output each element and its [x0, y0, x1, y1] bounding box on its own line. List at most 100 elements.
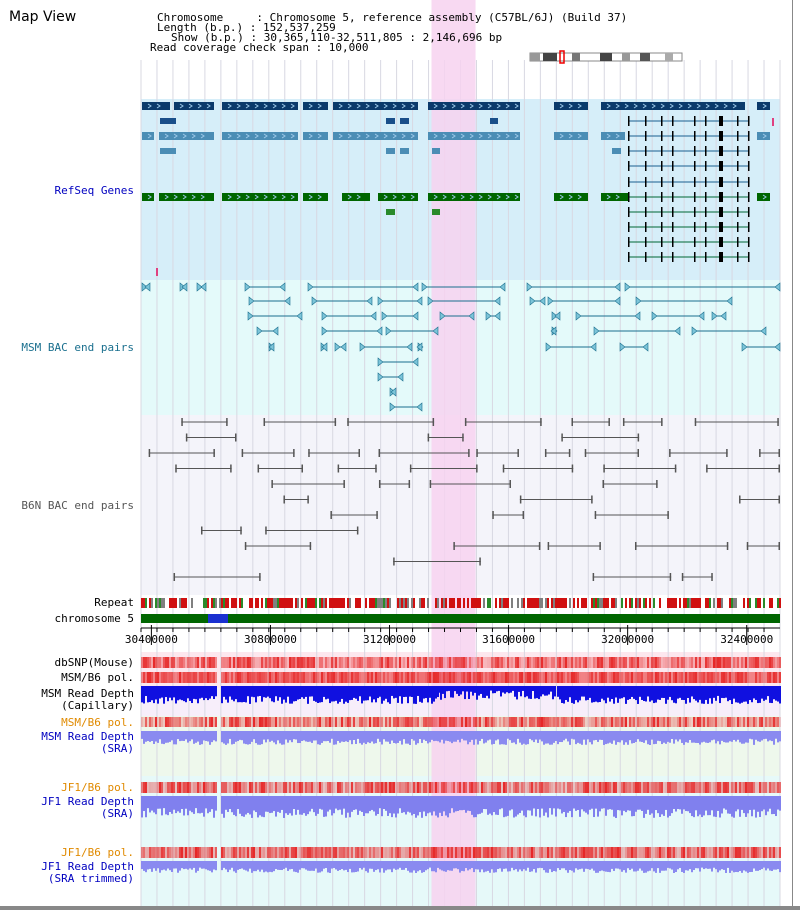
bac-end-marker — [554, 311, 561, 321]
axis-tick-label: 32400000 — [720, 633, 773, 646]
depth-bar — [323, 731, 325, 742]
gene-strand-arrow — [615, 133, 620, 139]
depth-bar — [337, 731, 339, 741]
depth-bar — [675, 861, 677, 872]
depth-bar — [559, 861, 561, 870]
track-label-refseq-genes[interactable]: RefSeq Genes — [55, 184, 134, 197]
gene-strand-arrow — [514, 103, 519, 109]
track-label-dbsnp[interactable]: dbSNP(Mouse) — [55, 656, 134, 669]
heat-cell — [511, 782, 513, 793]
transcript-exon — [672, 192, 674, 202]
heat-cell — [271, 847, 273, 858]
depth-bar — [335, 686, 337, 701]
depth-bar — [247, 731, 249, 745]
heat-cell — [729, 657, 731, 668]
b6n-end-marker — [778, 495, 780, 504]
depth-bar — [605, 686, 607, 704]
heat-cell — [451, 847, 453, 858]
heat-cell — [459, 672, 461, 683]
depth-bar — [463, 796, 465, 810]
depth-bar — [401, 731, 403, 745]
depth-bar — [161, 861, 163, 871]
heat-cell — [151, 717, 153, 727]
b6n-end-marker — [509, 480, 511, 488]
track-label-jf1-depth-sra[interactable]: JF1 Read Depth (SRA) — [41, 796, 134, 820]
heat-cell — [443, 672, 445, 683]
heat-cell — [381, 672, 383, 683]
depth-bar — [179, 686, 181, 700]
depth-bar — [453, 731, 455, 742]
track-label-jf1-b6-pol[interactable]: JF1/B6 pol. — [61, 781, 134, 794]
depth-bar — [273, 796, 275, 812]
depth-bar — [203, 686, 205, 701]
depth-bar — [757, 796, 759, 812]
track-label-jf1-b6-pol-2[interactable]: JF1/B6 pol. — [61, 846, 134, 859]
heat-cell — [439, 657, 441, 668]
heat-cell — [677, 657, 679, 668]
depth-bar — [667, 796, 669, 818]
track-label-msm-depth-sra[interactable]: MSM Read Depth (SRA) — [41, 731, 134, 755]
depth-bar — [554, 686, 556, 697]
depth-bar — [341, 861, 343, 870]
heat-cell — [375, 782, 377, 793]
heat-cell — [639, 657, 641, 668]
depth-bar — [147, 861, 149, 870]
track-label-msm-depth-capillary[interactable]: MSM Read Depth (Capillary) — [41, 688, 134, 712]
heat-cell — [537, 847, 539, 858]
heat-cell — [453, 847, 455, 858]
depth-bar — [213, 731, 215, 741]
depth-bar — [691, 686, 693, 697]
depth-bar — [739, 796, 741, 817]
depth-bar — [739, 731, 741, 743]
heat-cell — [277, 717, 279, 727]
heat-cell — [393, 782, 395, 793]
gene-strand-arrow — [392, 103, 397, 109]
heat-cell — [563, 672, 565, 683]
heat-cell — [163, 847, 165, 858]
depth-bar — [773, 686, 775, 700]
repeat-element — [695, 598, 697, 608]
bac-end-marker — [385, 326, 392, 336]
heat-cell — [531, 717, 533, 727]
heat-cell — [195, 847, 197, 858]
depth-bar — [645, 731, 647, 741]
heat-cell — [383, 782, 385, 793]
heat-cell — [323, 657, 325, 668]
gene-strand-arrow — [383, 194, 388, 200]
track-label-msm-bac[interactable]: MSM BAC end pairs — [21, 341, 134, 354]
heat-cell — [417, 672, 419, 683]
depth-bar — [269, 861, 271, 872]
heat-cell — [611, 657, 613, 668]
heat-cell — [207, 782, 209, 793]
b6n-end-marker — [656, 480, 658, 488]
heat-cell — [537, 657, 539, 668]
depth-bar — [623, 731, 625, 745]
depth-bar — [165, 861, 167, 871]
depth-bar — [751, 731, 753, 740]
track-label-b6n-bac[interactable]: B6N BAC end pairs — [21, 499, 134, 512]
heat-cell — [705, 657, 707, 668]
heat-cell — [521, 717, 523, 727]
track-label-jf1-depth-trimmed[interactable]: JF1 Read Depth (SRA trimmed) — [41, 861, 134, 885]
heat-cell — [159, 847, 161, 858]
heat-cell — [275, 847, 277, 858]
bac-end-marker — [181, 282, 188, 292]
heat-cell — [351, 717, 353, 727]
track-label-msm-b6-pol-2[interactable]: MSM/B6 pol. — [61, 716, 134, 729]
repeat-element — [239, 598, 241, 608]
depth-bar — [367, 731, 369, 743]
repeat-element — [561, 598, 563, 608]
depth-bar — [297, 796, 299, 810]
ideogram-band — [665, 53, 673, 61]
depth-bar — [287, 861, 289, 871]
depth-bar — [149, 796, 151, 813]
depth-bar — [413, 796, 415, 814]
depth-bar — [741, 796, 743, 810]
gene-strand-arrow — [272, 194, 277, 200]
repeat-element — [405, 598, 407, 608]
gene-exon — [428, 102, 520, 110]
track-label-msm-b6-pol[interactable]: MSM/B6 pol. — [61, 671, 134, 684]
heat-cell — [511, 717, 513, 727]
